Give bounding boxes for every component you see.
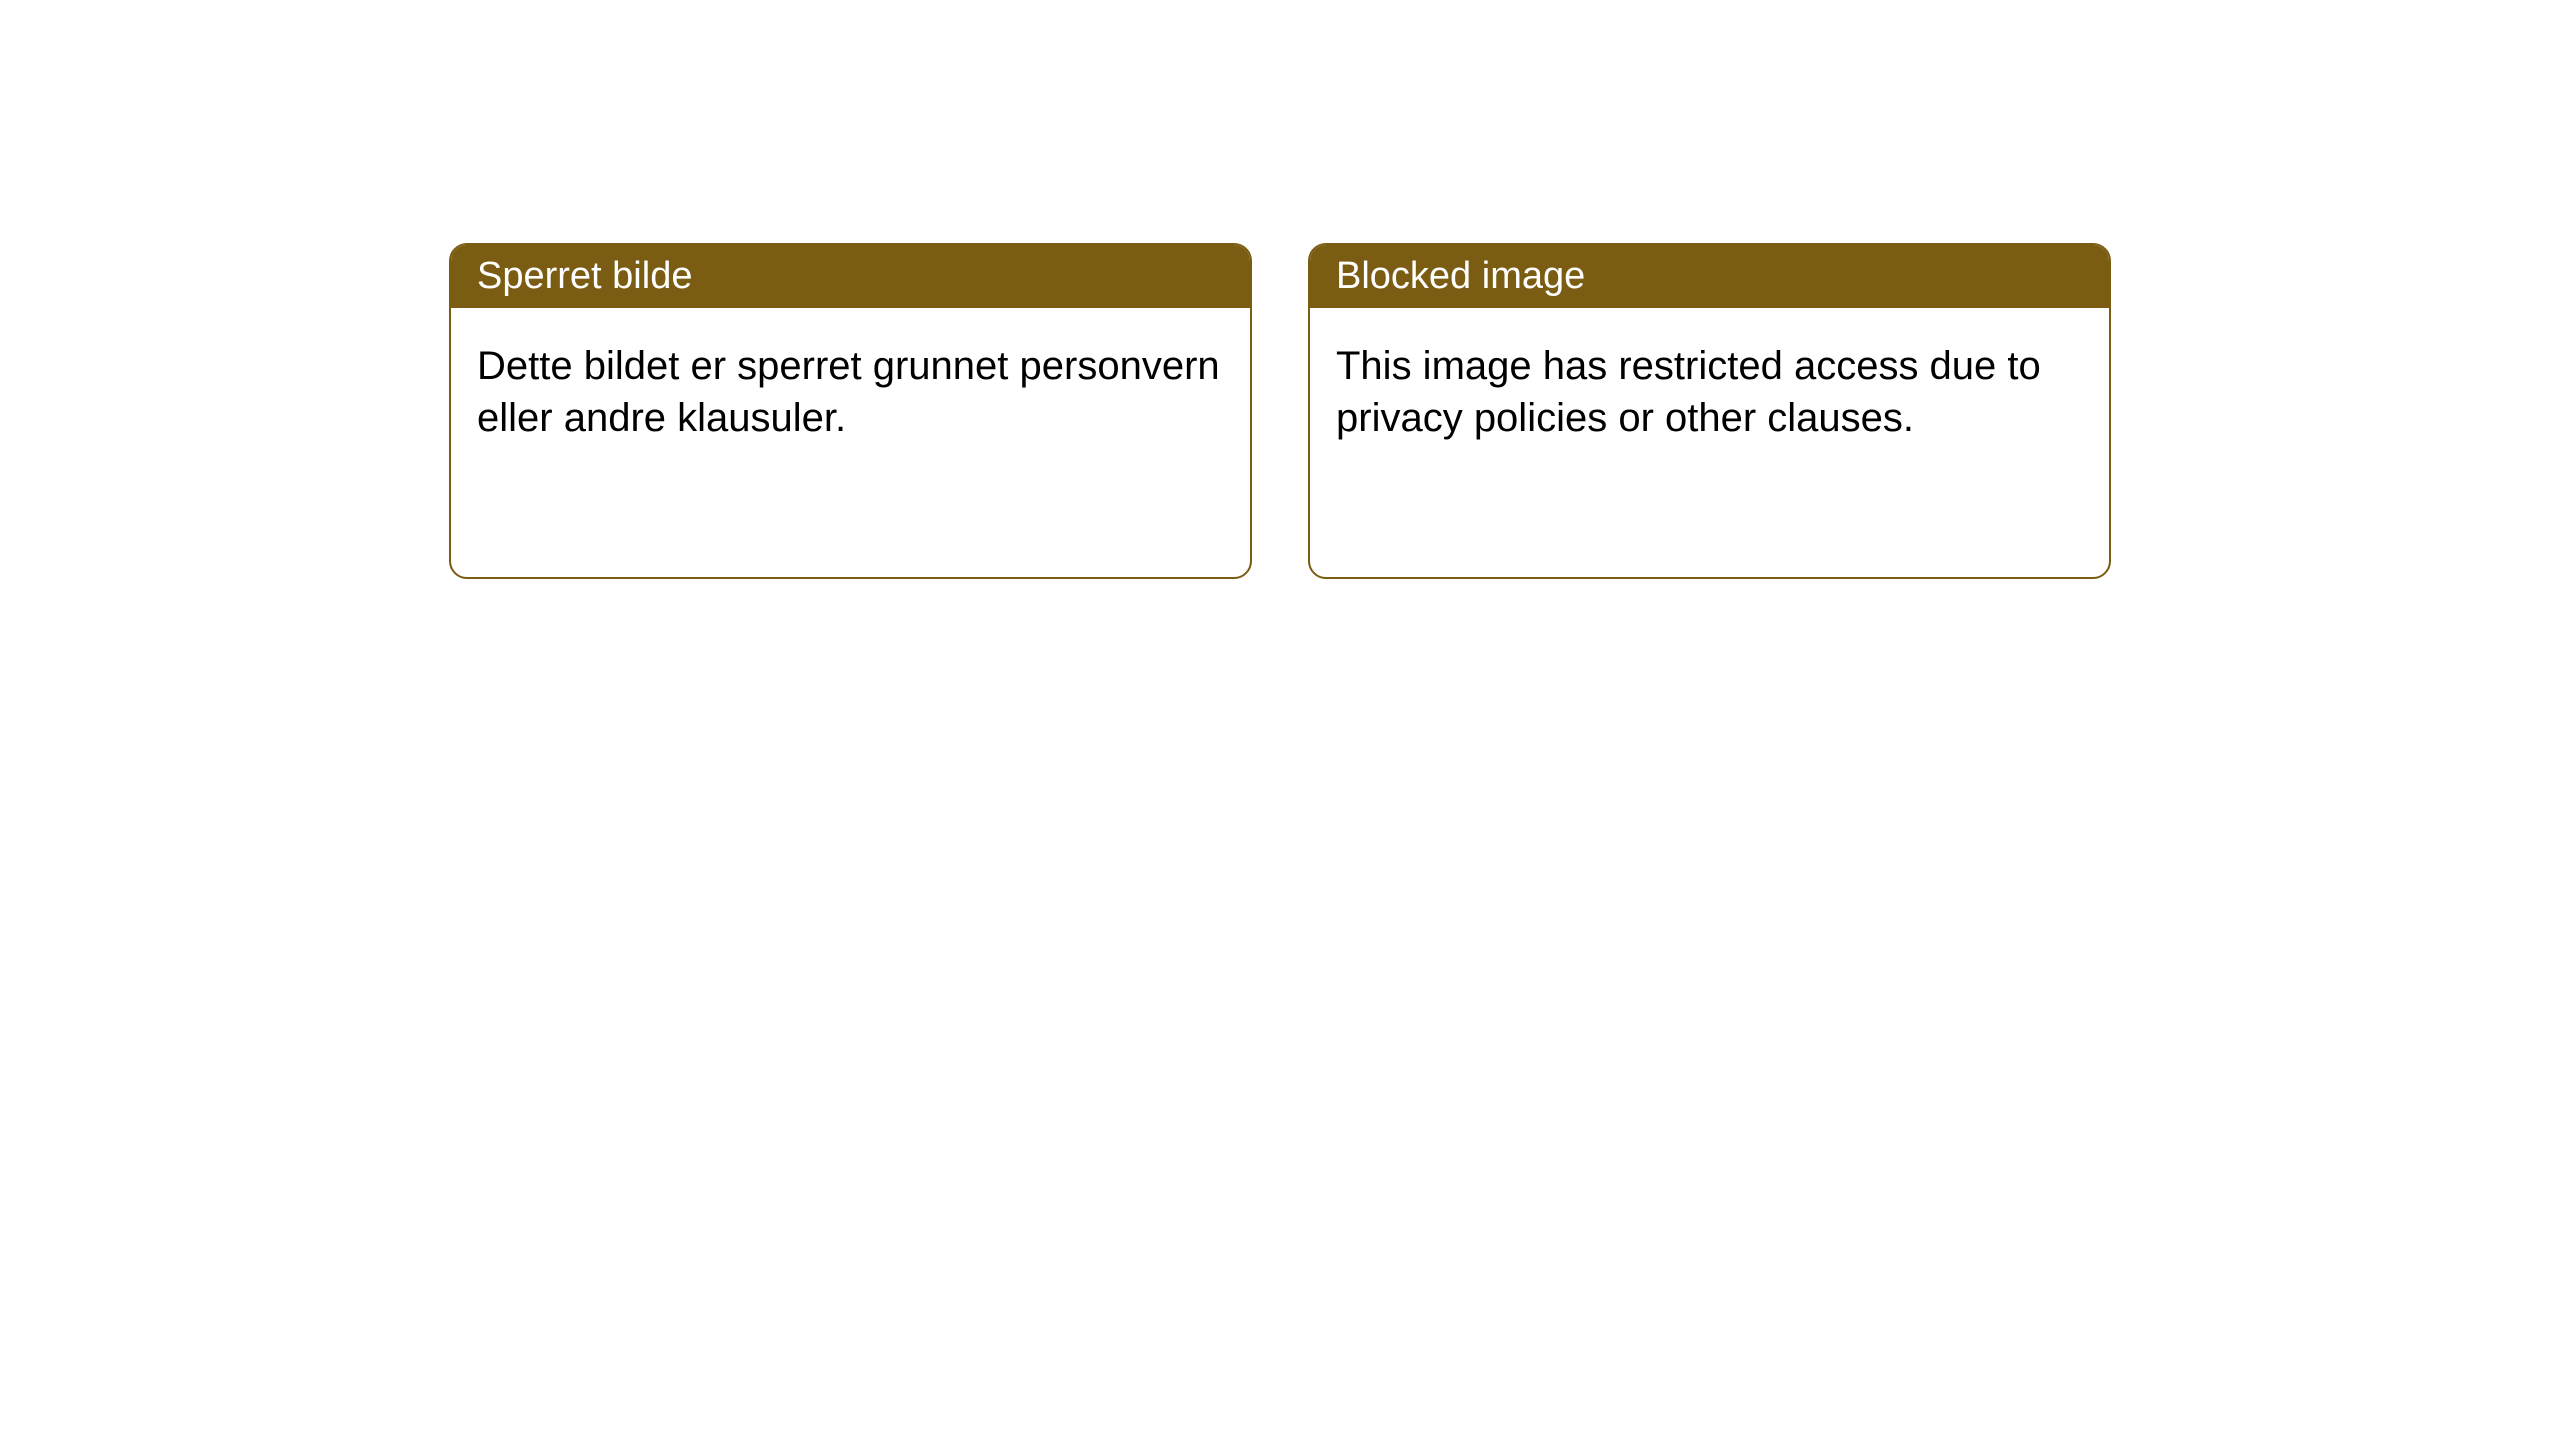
notice-box-norwegian: Sperret bilde Dette bildet er sperret gr… <box>449 243 1252 579</box>
notice-header: Blocked image <box>1310 245 2109 308</box>
notice-body: This image has restricted access due to … <box>1310 308 2109 476</box>
notice-title: Sperret bilde <box>477 255 692 297</box>
notice-box-english: Blocked image This image has restricted … <box>1308 243 2111 579</box>
notice-body: Dette bildet er sperret grunnet personve… <box>451 308 1250 476</box>
notice-title: Blocked image <box>1336 255 1585 297</box>
notice-body-text: This image has restricted access due to … <box>1336 344 2041 440</box>
notice-body-text: Dette bildet er sperret grunnet personve… <box>477 344 1220 440</box>
notice-header: Sperret bilde <box>451 245 1250 308</box>
notice-container: Sperret bilde Dette bildet er sperret gr… <box>0 0 2560 579</box>
